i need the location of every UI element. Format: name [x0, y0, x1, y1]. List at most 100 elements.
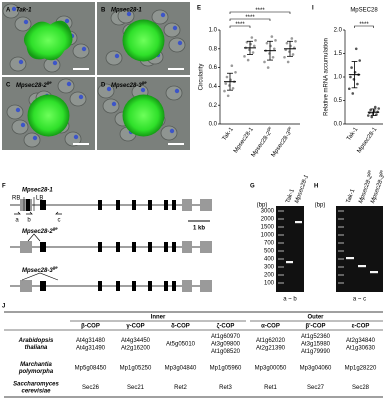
panel-letter: G: [250, 184, 255, 190]
cell: [102, 98, 120, 114]
allele-label: Mpsec28-1: [22, 188, 53, 194]
data-point: [234, 71, 237, 74]
significance-label: ****: [255, 8, 265, 14]
gel-band: [346, 257, 354, 260]
panel-letter: D: [101, 83, 106, 89]
micrograph-label-sup: ge: [46, 80, 53, 85]
scale-label: 1 kb: [193, 226, 205, 232]
cell: [23, 132, 41, 148]
chloroplast: [15, 107, 21, 113]
data-point: [366, 114, 370, 117]
allele-label-main: Mpsec28-3: [22, 268, 53, 274]
x-tick-label-sup: ge: [285, 124, 292, 131]
cell: [163, 22, 181, 38]
table-cell: Mp1g05250: [120, 366, 152, 372]
table-cell: At3g15980: [301, 342, 331, 348]
chloroplast: [106, 86, 112, 92]
significance-bracket: [229, 11, 291, 14]
chloroplast: [140, 87, 146, 93]
primer-arrow: [26, 211, 33, 215]
exon: [164, 242, 168, 252]
ladder-label: 700: [264, 241, 275, 247]
chloroplast: [11, 6, 17, 12]
exon: [182, 280, 192, 292]
data-point: [286, 60, 290, 64]
cell: [14, 16, 32, 32]
exon: [98, 242, 102, 252]
chloroplast: [32, 135, 38, 141]
cell: [168, 37, 186, 53]
gel-band: [358, 265, 366, 268]
data-point: [354, 47, 358, 51]
gel: [276, 206, 304, 292]
data-point: [290, 37, 294, 40]
significance-label: ****: [359, 22, 369, 28]
species-label: polymorpha: [18, 369, 54, 375]
data-point: [226, 94, 230, 98]
primer-label: a ~ c: [353, 297, 366, 303]
table-cell: Sec27: [307, 385, 325, 391]
table-cell: At2g16200: [121, 345, 151, 351]
exon: [200, 241, 212, 253]
lane-label: Tak-1: [285, 188, 296, 204]
panel-letter: F: [2, 184, 6, 190]
exon: [200, 199, 212, 211]
y-tick-label: 0.8: [209, 46, 218, 52]
border-label: RB: [12, 196, 20, 202]
column-header: ζ-COP: [217, 324, 235, 330]
ladder-label: 2000: [261, 217, 275, 223]
cell: [69, 91, 87, 107]
exon: [98, 281, 102, 291]
gfp-signal: [122, 94, 165, 137]
table-cell: Mp5g08450: [75, 366, 107, 372]
significance-label: ****: [235, 22, 245, 28]
ladder-label: 200: [264, 273, 275, 279]
y-tick-label: 1.5: [334, 51, 343, 57]
y-axis-label: Circularity: [199, 64, 205, 91]
gel-band: [295, 221, 302, 224]
species-label: Arabidopsis: [18, 338, 54, 344]
cell: [9, 56, 27, 72]
primer-arrow: [55, 211, 62, 215]
ladder-label: 1500: [261, 225, 275, 231]
column-header: β-COP: [81, 324, 100, 330]
deletion: [21, 272, 59, 281]
data-point: [224, 82, 228, 85]
y-tick-label: 0.6: [209, 65, 218, 71]
table-cell: Ret1: [264, 385, 277, 391]
exon: [20, 241, 32, 253]
data-point: [270, 35, 274, 38]
species-label: Saccharomyces: [13, 382, 59, 388]
allele-label-main: Mpsec28-2: [22, 229, 53, 235]
data-point: [351, 92, 355, 95]
panel-letter: A: [6, 8, 11, 14]
primer-label: a ~ b: [283, 297, 297, 303]
unit-label: (bp): [315, 203, 326, 209]
data-point: [347, 87, 351, 91]
chloroplast: [23, 19, 29, 25]
table-cell: At4g31480: [76, 338, 106, 344]
data-point: [373, 105, 377, 109]
chloroplast: [81, 46, 87, 52]
y-tick-label: 0.4: [209, 84, 218, 90]
allele-label: Mpsec28-2ge: [22, 226, 58, 235]
ladder-label: 300: [264, 265, 275, 271]
exon: [116, 242, 120, 252]
exon: [182, 199, 192, 211]
y-axis-label: Relative mRNA accumulation: [324, 38, 330, 116]
exon: [116, 200, 120, 210]
data-point: [263, 60, 266, 64]
gel: [336, 206, 383, 292]
table-cell: Sec26: [82, 385, 100, 391]
table-cell: At2g21390: [256, 345, 286, 351]
ladder-label: 500: [264, 249, 275, 255]
gfp-signal: [27, 94, 70, 137]
data-point: [274, 39, 277, 42]
data-point: [356, 82, 359, 86]
table-cell: At3g09800: [211, 342, 241, 348]
data-point: [265, 41, 269, 45]
y-tick-label: 1.0: [334, 75, 343, 81]
panel-letter: B: [101, 8, 106, 14]
micrograph-label: Mpsec28-2ge: [16, 80, 52, 89]
significance-bracket: [354, 25, 374, 28]
